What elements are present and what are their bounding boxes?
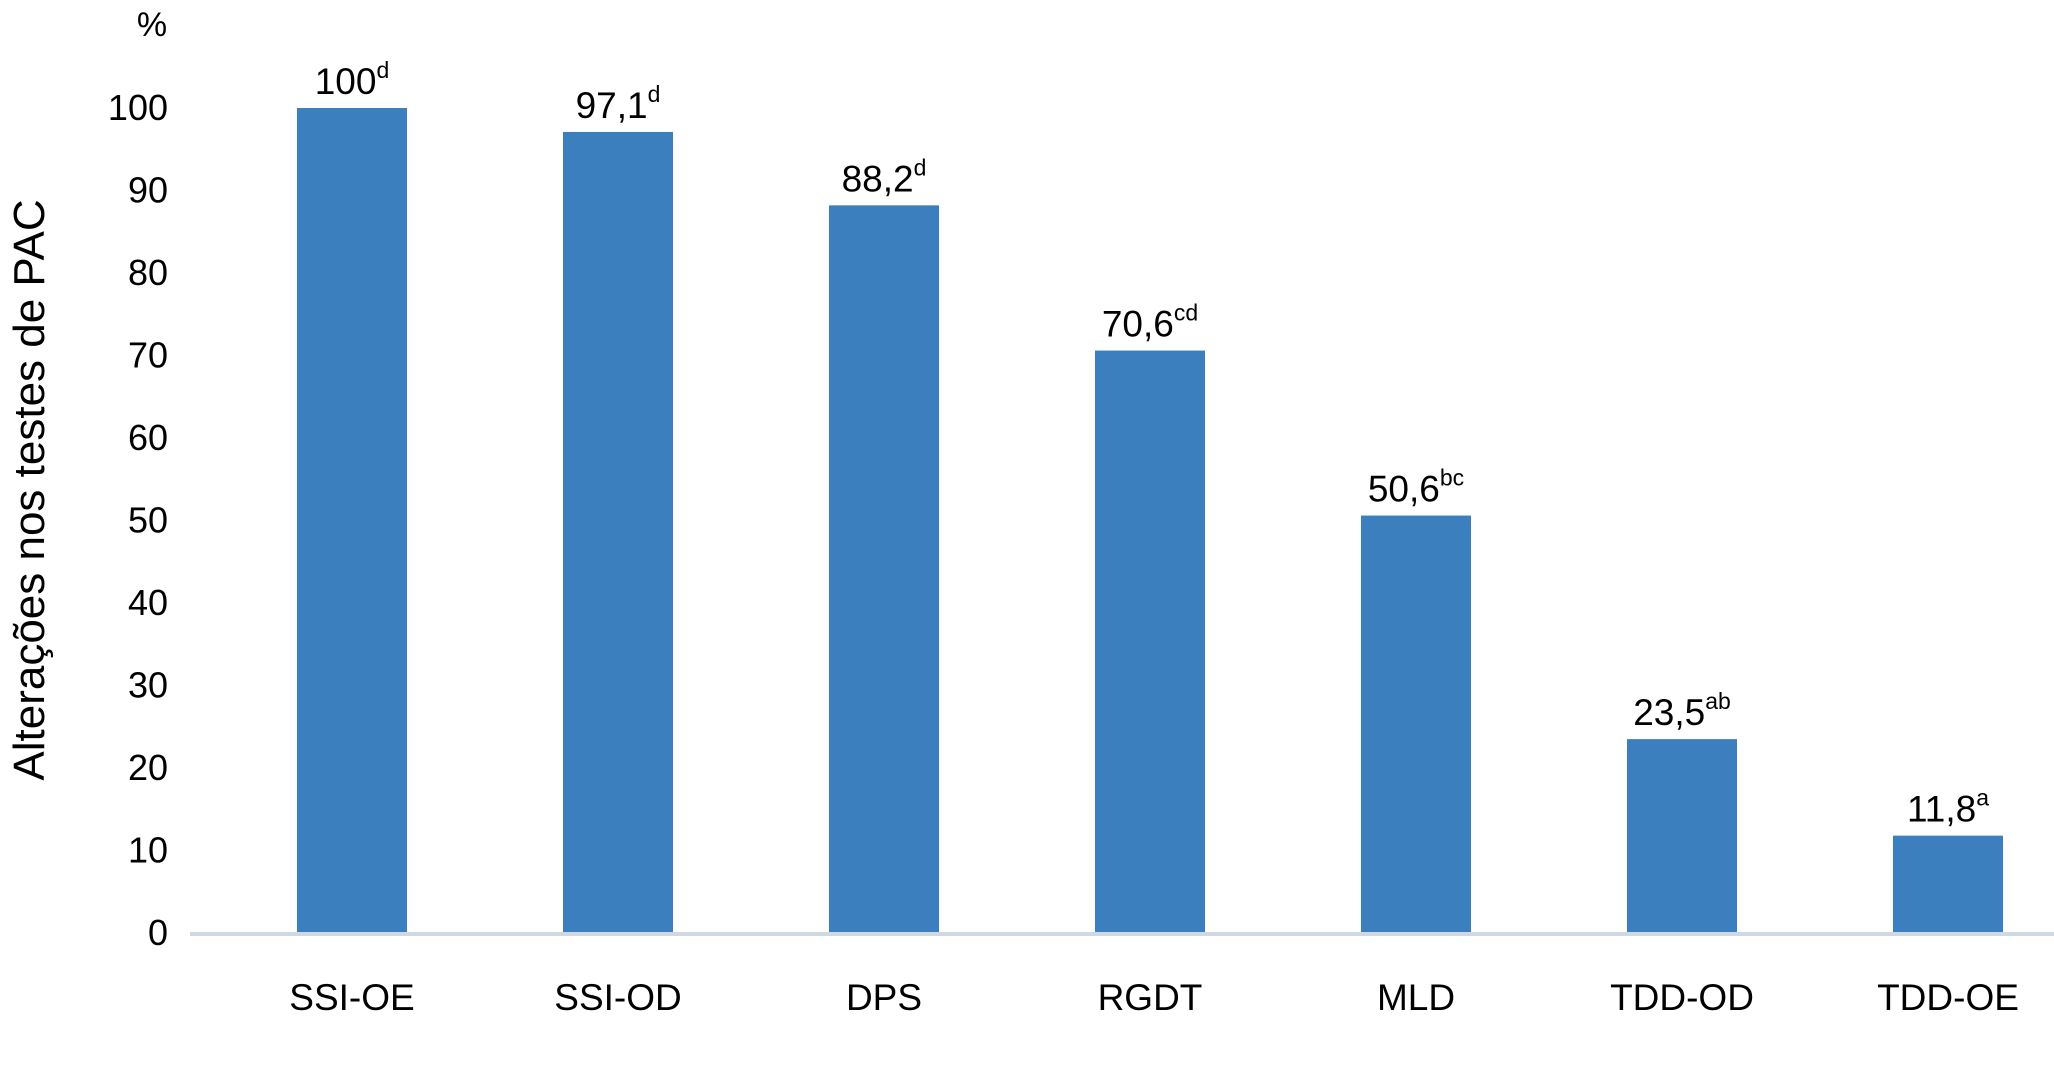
x-axis-ticks: SSI-OE SSI-OD DPS RGDT MLD TDD-OD TDD-OE [289, 977, 2019, 1018]
x-tick-label: TDD-OD [1610, 977, 1754, 1018]
bar-value-label: 70,6cd [1102, 300, 1198, 345]
x-tick-label: TDD-OE [1877, 977, 2019, 1018]
y-tick-label: 60 [128, 417, 168, 458]
x-tick-label: DPS [846, 977, 922, 1018]
y-axis-ticks: 0 10 20 30 40 50 60 70 80 90 100 [108, 87, 168, 953]
x-tick-label: SSI-OD [554, 977, 681, 1018]
bar [563, 131, 673, 934]
y-tick-label: 40 [128, 582, 168, 623]
y-axis-label: Alterações nos testes de PAC [5, 199, 54, 780]
y-tick-label: 20 [128, 747, 168, 788]
y-tick-label: 90 [128, 170, 168, 211]
bar-value-label: 100d [315, 57, 390, 102]
bars [297, 108, 2003, 934]
bar-value-labels: 100d 97,1d 88,2d 70,6cd 50,6bc 23,5ab 11,8a [315, 57, 1990, 830]
y-tick-label: 70 [128, 335, 168, 376]
bar [1627, 739, 1737, 933]
y-tick-label: 10 [128, 830, 168, 871]
bar-value-label: 88,2d [842, 154, 927, 199]
bar [1095, 350, 1205, 933]
bar-value-label: 23,5ab [1633, 688, 1731, 733]
bar-value-label: 50,6bc [1368, 465, 1464, 510]
y-tick-label: 50 [128, 500, 168, 541]
y-tick-label: 0 [148, 912, 168, 953]
bar-value-label: 97,1d [576, 81, 661, 126]
x-tick-label: SSI-OE [289, 977, 414, 1018]
x-tick-label: RGDT [1098, 977, 1203, 1018]
y-axis-unit: % [137, 6, 167, 44]
bar [1893, 835, 2003, 933]
y-tick-label: 30 [128, 665, 168, 706]
bar [1361, 515, 1471, 933]
x-tick-label: MLD [1377, 977, 1455, 1018]
y-tick-label: 80 [128, 252, 168, 293]
bar [297, 108, 407, 933]
y-tick-label: 100 [108, 87, 168, 128]
bar-value-label: 11,8a [1907, 785, 1989, 830]
bar [829, 205, 939, 934]
